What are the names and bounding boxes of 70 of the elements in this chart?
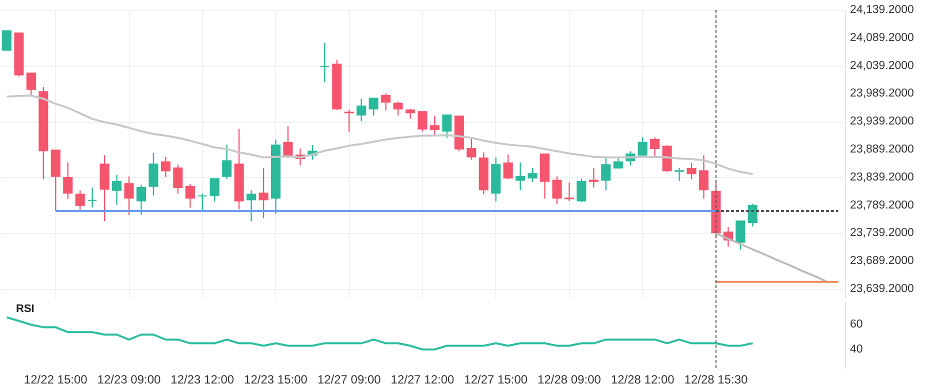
line-series bbox=[6, 94, 754, 176]
candlestick bbox=[638, 136, 648, 158]
candlestick bbox=[26, 72, 36, 96]
candlestick bbox=[320, 42, 330, 83]
x-tick-label: 12/28 12:00 bbox=[610, 372, 675, 386]
x-tick-label: 12/27 15:00 bbox=[464, 372, 528, 386]
candlestick bbox=[698, 154, 709, 200]
candlestick bbox=[503, 154, 513, 180]
y-tick-label: 23,639.2000 bbox=[850, 282, 914, 295]
candlestick bbox=[442, 114, 452, 138]
candlestick bbox=[686, 162, 696, 180]
x-tick-label: 12/22 15:00 bbox=[24, 372, 88, 386]
candlestick bbox=[601, 157, 611, 191]
y-tick-label: 40 bbox=[850, 343, 863, 356]
candlestick bbox=[650, 136, 660, 159]
candlestick bbox=[63, 162, 73, 200]
y-tick-label: 23,989.2000 bbox=[850, 88, 914, 100]
y-tick-label: 24,139.2000 bbox=[850, 4, 914, 16]
candlestick bbox=[674, 167, 684, 182]
y-tick-label: 23,889.2000 bbox=[850, 143, 914, 156]
y-tick-label: 60 bbox=[850, 318, 863, 331]
y-tick-label: 23,839.2000 bbox=[850, 171, 914, 184]
candlestick bbox=[173, 164, 183, 194]
candlestick bbox=[356, 98, 366, 122]
candlestick bbox=[160, 156, 170, 178]
candlestick bbox=[112, 174, 122, 206]
candlestick bbox=[748, 203, 758, 228]
candlestick bbox=[368, 98, 378, 116]
candlestick bbox=[466, 136, 476, 160]
candlestick bbox=[552, 176, 562, 205]
candlestick bbox=[588, 167, 598, 188]
candlestick bbox=[344, 109, 354, 132]
candlestick bbox=[564, 182, 574, 202]
candlestick bbox=[381, 92, 391, 112]
candlestick bbox=[405, 108, 416, 120]
candlestick bbox=[418, 111, 428, 132]
candlestick bbox=[246, 190, 256, 222]
candlestick bbox=[516, 162, 526, 191]
y-tick-label: 23,739.2000 bbox=[850, 227, 914, 240]
candlestick bbox=[258, 167, 268, 219]
candlestick bbox=[393, 101, 403, 116]
x-tick-label: 12/28 15:30 bbox=[684, 372, 748, 386]
candlestick bbox=[2, 30, 12, 51]
candlestick bbox=[88, 186, 98, 208]
line-series bbox=[6, 316, 754, 350]
candlestick bbox=[198, 193, 208, 212]
x-tick-label: 12/28 09:00 bbox=[538, 372, 602, 386]
x-tick-label: 12/23 12:00 bbox=[170, 372, 234, 386]
candlestick bbox=[222, 144, 232, 180]
x-tick-label: 12/23 15:00 bbox=[244, 372, 308, 386]
x-tick-label: 12/27 12:00 bbox=[390, 372, 455, 386]
y-tick-label: 23,939.2000 bbox=[850, 116, 914, 128]
candlestick bbox=[210, 178, 220, 202]
y-tick-label: 24,089.2000 bbox=[850, 32, 914, 44]
candlestick bbox=[283, 126, 293, 159]
candlestick bbox=[124, 176, 134, 216]
x-tick-label: 12/27 09:00 bbox=[317, 372, 382, 386]
candlestick bbox=[75, 190, 85, 210]
candlestick bbox=[528, 167, 538, 183]
candlestick bbox=[576, 178, 586, 203]
x-tick-label: 12/23 09:00 bbox=[97, 372, 162, 386]
candlestick bbox=[185, 184, 195, 208]
chart-title: RSI bbox=[16, 303, 34, 315]
y-tick-label: 24,039.2000 bbox=[850, 60, 914, 72]
candlestick bbox=[430, 114, 440, 136]
y-tick-label: 23,689.2000 bbox=[850, 255, 914, 268]
candlestick bbox=[148, 152, 158, 196]
y-tick-label: 23,789.2000 bbox=[850, 199, 914, 212]
candlestick bbox=[736, 220, 746, 250]
candlestick bbox=[136, 184, 146, 216]
